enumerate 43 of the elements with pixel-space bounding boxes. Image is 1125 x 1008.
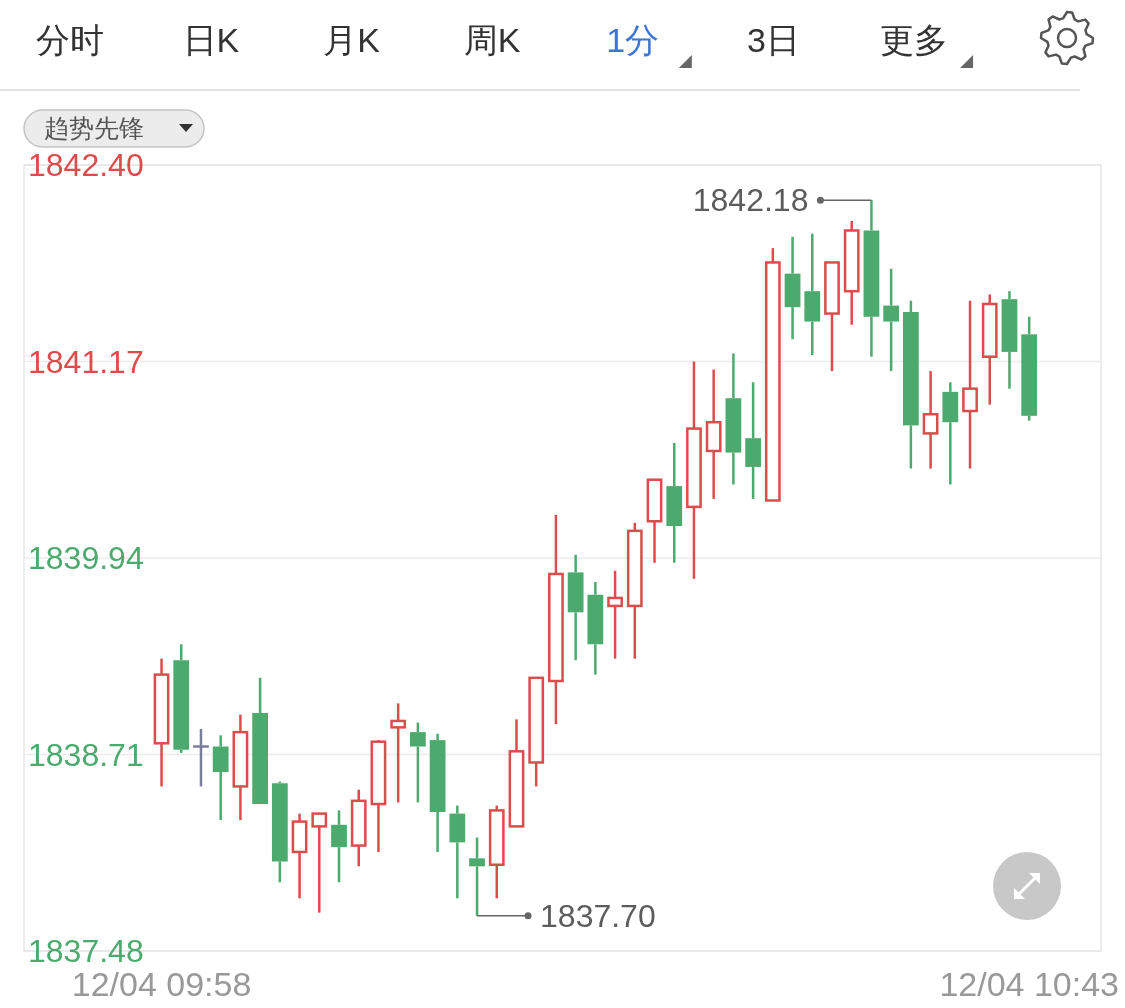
candlestick bbox=[745, 381, 761, 501]
y-tick-label: 1842.40 bbox=[28, 147, 144, 183]
candlestick bbox=[804, 232, 821, 357]
candlestick bbox=[883, 267, 900, 373]
x-tick-label: 12/04 10:43 bbox=[939, 965, 1119, 1003]
candlestick bbox=[922, 369, 939, 470]
candlestick bbox=[449, 804, 466, 900]
annotation: 1837.70 bbox=[540, 897, 656, 934]
candlestick bbox=[291, 812, 308, 900]
y-tick-label: 1839.94 bbox=[28, 540, 144, 576]
text: 日K bbox=[182, 21, 240, 59]
candlestick bbox=[232, 713, 249, 822]
candlestick bbox=[666, 441, 683, 565]
y-tick-label: 1838.71 bbox=[28, 736, 144, 773]
candlestick bbox=[1001, 289, 1018, 390]
annotation: 1842.18 bbox=[692, 182, 809, 219]
candlestick bbox=[548, 513, 564, 726]
candlestick bbox=[725, 352, 742, 486]
text: 更多 bbox=[880, 21, 949, 59]
candlestick bbox=[587, 580, 604, 676]
candlestick bbox=[705, 368, 722, 501]
candlestick bbox=[350, 788, 367, 868]
candlestick bbox=[469, 836, 485, 918]
text: 分时 bbox=[36, 21, 105, 59]
candlestick bbox=[863, 198, 880, 358]
candlestick bbox=[981, 293, 998, 406]
candlestick bbox=[784, 235, 801, 341]
text: 月K bbox=[323, 21, 381, 59]
text: 1分 bbox=[606, 21, 660, 59]
text: 3日 bbox=[746, 21, 800, 59]
candlestick bbox=[153, 657, 170, 788]
candlestick bbox=[567, 553, 584, 662]
text: 周K bbox=[463, 21, 521, 59]
candlestick bbox=[429, 732, 446, 854]
candlestick bbox=[173, 643, 190, 755]
candlestick bbox=[607, 569, 623, 660]
candlestick bbox=[843, 219, 860, 327]
candlestick bbox=[212, 734, 229, 822]
candlestick bbox=[962, 299, 978, 470]
candlestick bbox=[686, 360, 702, 581]
candlestick bbox=[942, 381, 959, 486]
text: 趋势先锋 bbox=[44, 114, 144, 142]
y-tick-label: 1841.17 bbox=[28, 343, 144, 380]
